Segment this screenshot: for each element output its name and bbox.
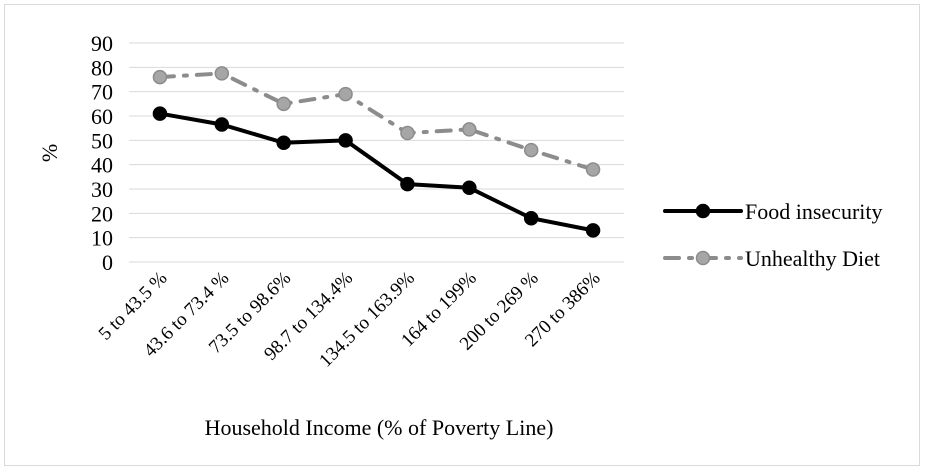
- data-point: [276, 96, 291, 112]
- legend-label: Food insecurity: [745, 199, 883, 224]
- data-point: [462, 122, 477, 137]
- y-tick-label: 80: [91, 55, 113, 80]
- data-point: [338, 86, 353, 102]
- data-point: [214, 66, 230, 81]
- y-tick-label: 90: [91, 31, 113, 56]
- legend: Food insecurity Unhealthy Diet: [663, 199, 883, 271]
- data-point: [585, 223, 601, 238]
- series-lines: [152, 66, 601, 238]
- y-tick-label: 60: [91, 104, 113, 129]
- x-axis-label: Household Income (% of Poverty Line): [205, 415, 554, 440]
- data-point: [523, 210, 539, 226]
- y-tick-label: 20: [91, 201, 113, 226]
- series-line: [157, 111, 596, 233]
- legend-marker: [695, 203, 711, 219]
- data-point: [585, 162, 601, 177]
- y-tick-label: 70: [91, 80, 113, 105]
- data-point: [338, 133, 353, 148]
- y-tick-label: 40: [91, 153, 113, 178]
- series-line: [157, 71, 596, 172]
- data-point: [152, 69, 168, 85]
- y-axis-label: %: [37, 144, 62, 162]
- y-tick-label: 30: [91, 177, 113, 202]
- data-point: [523, 142, 539, 158]
- data-point: [152, 106, 168, 121]
- data-point: [214, 117, 230, 132]
- x-axis-ticks: 5 to 43.5 %43.6 to 73.4 %73.5 to 98.6%98…: [95, 268, 605, 372]
- data-point: [276, 135, 291, 151]
- data-point: [462, 180, 477, 196]
- data-point: [400, 176, 415, 192]
- data-point: [400, 125, 415, 141]
- y-tick-label: 50: [91, 128, 113, 153]
- chart-frame: 0 10 20 30 40 50 60 70 80 90 5 to 43.5 % 43.6 to 7…: [4, 4, 920, 466]
- y-tick-label: 0: [102, 250, 113, 275]
- legend-label: Unhealthy Diet: [745, 246, 880, 271]
- y-tick-label: 10: [91, 226, 113, 251]
- legend-marker: [695, 250, 711, 266]
